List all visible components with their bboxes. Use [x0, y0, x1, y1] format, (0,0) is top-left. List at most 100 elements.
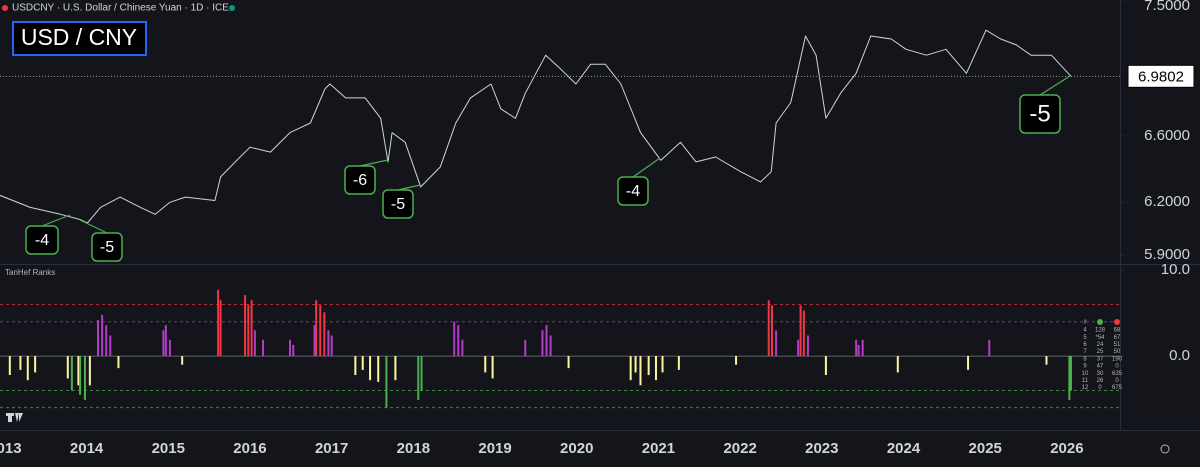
table-cell: 9 [1083, 364, 1087, 370]
bar [319, 305, 322, 357]
bar [857, 344, 860, 357]
callout-pointer [1039, 75, 1071, 96]
table-cell: 51 [1114, 342, 1121, 348]
callout-pointer [632, 157, 661, 178]
callout-box [344, 165, 376, 195]
bar [313, 325, 316, 357]
bar [661, 356, 664, 373]
bar [541, 330, 544, 357]
bar [66, 356, 69, 379]
table-cell: 190 [1112, 356, 1123, 362]
table-cell: *54 [1095, 335, 1105, 341]
callout: -4 [25, 214, 71, 255]
bar [26, 356, 29, 381]
table-cell: 8 [1083, 356, 1087, 362]
bar [105, 325, 108, 357]
bar [394, 356, 397, 381]
bar [484, 356, 487, 373]
bar [634, 356, 637, 373]
bar [967, 356, 970, 370]
x-tick-label: 2026 [1050, 440, 1083, 457]
table-cell: 635 [1112, 371, 1123, 377]
callout-box [617, 176, 649, 206]
x-tick-label: 2021 [642, 440, 675, 457]
bar [88, 356, 91, 386]
bar [327, 330, 330, 357]
bar [524, 339, 527, 357]
callout-box [382, 189, 414, 219]
callout-pointer [79, 219, 108, 234]
bar [250, 300, 253, 357]
bar [83, 356, 86, 400]
table-cell: 10 [1082, 371, 1089, 377]
bar [109, 335, 112, 357]
bar [1068, 356, 1071, 400]
callout-label: -5 [1029, 100, 1050, 127]
bar [244, 295, 247, 357]
table-cell: 6 [1083, 342, 1087, 348]
bar [77, 356, 80, 386]
bar [491, 356, 494, 379]
x-tick-label: 2019 [478, 440, 511, 457]
price-line [0, 29, 1072, 224]
bar [323, 312, 326, 357]
bar [802, 310, 805, 357]
bar [567, 356, 570, 369]
bar [806, 335, 809, 357]
bar [629, 356, 632, 381]
bar [19, 356, 22, 370]
market-status [229, 5, 235, 11]
bar [545, 325, 548, 357]
settings-icon[interactable] [1160, 444, 1170, 454]
last-price-label: 6.9802 [1138, 68, 1184, 85]
bar [1045, 356, 1048, 365]
table-cell: 4 [1083, 328, 1087, 334]
bar [767, 300, 770, 357]
table-cell: 67 [1114, 335, 1121, 341]
bar [330, 335, 333, 357]
callout-pointer [359, 159, 389, 167]
callout-label: -4 [35, 232, 49, 249]
bar [453, 321, 456, 357]
bar [896, 356, 899, 373]
bar [549, 335, 552, 357]
bar [369, 356, 372, 381]
bar [181, 356, 184, 365]
x-tick-label: 2025 [969, 440, 1002, 457]
callout-label: -6 [353, 172, 367, 189]
callout: -6 [344, 159, 389, 195]
bar [168, 339, 171, 357]
bar [292, 344, 295, 357]
table-cell: 0 [1115, 378, 1119, 384]
bar [775, 330, 778, 357]
bar [988, 339, 991, 357]
bar [217, 289, 220, 357]
callout-box [91, 232, 123, 262]
table-cell: 0 [1098, 385, 1102, 391]
bar [1069, 356, 1072, 391]
bar [101, 314, 104, 357]
callout-label: -5 [100, 239, 114, 256]
tv-logo [6, 413, 23, 422]
y-tick-label: 10.0 [1161, 261, 1190, 278]
callout: -4 [617, 157, 661, 206]
bar [361, 356, 364, 370]
table-cell: 5 [1083, 335, 1087, 341]
table-cell: 25 [1097, 349, 1104, 355]
x-tick-label: 2015 [152, 440, 185, 457]
x-tick-label: 2022 [723, 440, 756, 457]
bar [770, 305, 773, 357]
bar [79, 356, 82, 395]
chart-title: USD / CNY [21, 24, 137, 50]
bar [377, 356, 380, 382]
bar [861, 339, 864, 357]
table-dot-green [1097, 319, 1103, 325]
bar [164, 325, 167, 357]
bar [824, 356, 827, 375]
table-cell: 30 [1097, 371, 1104, 377]
bar [247, 305, 250, 357]
y-tick-label: 7.5000 [1144, 0, 1190, 14]
bar [461, 339, 464, 357]
table-cell: 12 [1082, 385, 1089, 391]
